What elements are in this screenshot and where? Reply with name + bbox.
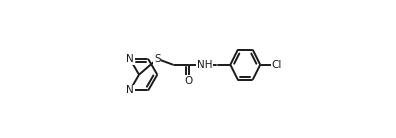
Text: N: N: [126, 85, 134, 95]
Text: O: O: [185, 76, 193, 86]
Text: S: S: [154, 54, 161, 64]
Text: N: N: [126, 54, 134, 64]
Text: Cl: Cl: [272, 60, 282, 70]
Text: NH: NH: [197, 60, 212, 70]
